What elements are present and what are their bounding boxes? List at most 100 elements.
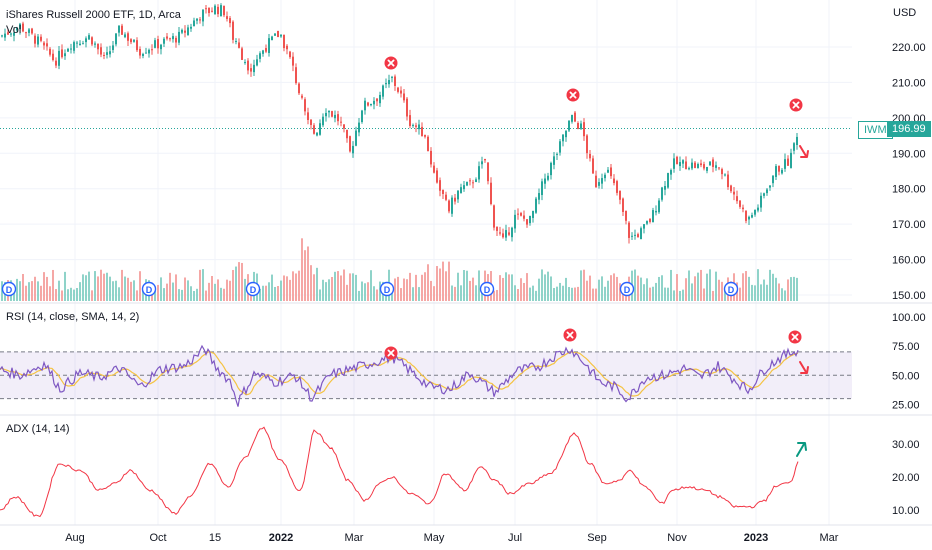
candle-body <box>184 30 186 33</box>
volume-bar <box>439 268 441 301</box>
candle-body <box>709 161 711 166</box>
volume-bar <box>328 279 330 301</box>
candle-body <box>382 85 384 97</box>
volume-bar <box>796 277 798 301</box>
candle-body <box>271 36 273 41</box>
volume-bar <box>667 287 669 301</box>
candle-body <box>289 51 291 58</box>
volume-bar <box>154 286 156 301</box>
candle-body <box>607 169 609 173</box>
volume-bar <box>316 267 318 301</box>
volume-bar <box>772 273 774 301</box>
volume-bar <box>283 275 285 301</box>
volume-bar <box>115 280 117 301</box>
candle-body <box>562 134 564 142</box>
candle-body <box>355 130 357 146</box>
candle-body <box>133 39 135 42</box>
volume-bar <box>469 280 471 301</box>
volume-bar <box>280 280 282 301</box>
grid <box>0 0 852 525</box>
candle-body <box>10 33 12 35</box>
price-tick-label: 210.00 <box>892 77 926 89</box>
candle-body <box>190 26 192 29</box>
volume-bar <box>454 286 456 301</box>
volume-bar <box>622 290 624 301</box>
candle-body <box>676 156 678 165</box>
sell-signal-cross <box>792 101 800 109</box>
candle-body <box>406 98 408 117</box>
candle-body <box>559 141 561 153</box>
candle-body <box>490 182 492 205</box>
candle-body <box>427 136 429 152</box>
candle-body <box>37 36 39 45</box>
candle-body <box>496 226 498 231</box>
candle-body <box>529 215 531 224</box>
volume-bar <box>562 285 564 301</box>
candle-body <box>340 121 342 123</box>
candle-body <box>619 190 621 200</box>
candle-body <box>226 16 228 19</box>
candle-body <box>631 235 633 237</box>
candle-body <box>115 33 117 45</box>
volume-bar <box>676 274 678 301</box>
volume-bar <box>409 272 411 301</box>
volume-bar <box>754 285 756 301</box>
volume-bar <box>640 277 642 301</box>
candle-body <box>334 114 336 119</box>
candle-body <box>715 165 717 168</box>
time-tick-label: Oct <box>149 532 166 544</box>
volume-bar <box>217 279 219 301</box>
candle-body <box>436 170 438 183</box>
candle-body <box>541 181 543 196</box>
volume-bar <box>205 290 207 301</box>
candle-body <box>76 42 78 44</box>
dividend-marker-circle <box>479 281 495 297</box>
up-arrow-head <box>797 442 807 451</box>
volume-bar <box>418 287 420 301</box>
candle-body <box>130 39 132 43</box>
volume-bar <box>448 261 450 301</box>
volume-bar <box>580 270 582 301</box>
candle-body <box>238 42 240 48</box>
dividend-marker-label: D <box>6 285 13 295</box>
volume-bar <box>760 284 762 301</box>
volume-bar <box>601 276 603 301</box>
volume-bar <box>541 269 543 301</box>
volume-bar <box>211 276 213 301</box>
candle-body <box>769 185 771 188</box>
candle-body <box>517 213 519 215</box>
volume-bar <box>766 284 768 301</box>
volume-bar <box>229 280 231 301</box>
volume-bar <box>127 277 129 301</box>
candle-body <box>664 185 666 190</box>
candle-body <box>679 162 681 167</box>
rsi-title: RSI (14, close, SMA, 14, 2) <box>6 311 140 323</box>
volume-bar <box>679 290 681 301</box>
volume-bar <box>685 278 687 301</box>
volume-bar <box>451 285 453 301</box>
candle-body <box>793 143 795 151</box>
candle-body <box>154 40 156 48</box>
volume-bar <box>715 271 717 301</box>
volume-bar <box>433 286 435 301</box>
volume-bar <box>703 288 705 301</box>
candle-body <box>301 95 303 98</box>
volume-bar <box>781 288 783 301</box>
candle-body <box>571 114 573 122</box>
volume-bar <box>178 289 180 301</box>
volume-bar <box>364 283 366 301</box>
candle-body <box>469 180 471 182</box>
volume-bar <box>436 266 438 301</box>
volume-bar <box>712 290 714 301</box>
candle-body <box>73 42 75 51</box>
dividend-marker-circle <box>619 281 635 297</box>
volume-bar <box>184 277 186 301</box>
volume-bar <box>232 269 234 301</box>
candle-body <box>421 126 423 137</box>
volume-bar <box>565 277 567 301</box>
candle-body <box>712 159 714 167</box>
dividend-marker-label: D <box>250 285 257 295</box>
candle-body <box>721 169 723 175</box>
volume-bar <box>106 272 108 301</box>
